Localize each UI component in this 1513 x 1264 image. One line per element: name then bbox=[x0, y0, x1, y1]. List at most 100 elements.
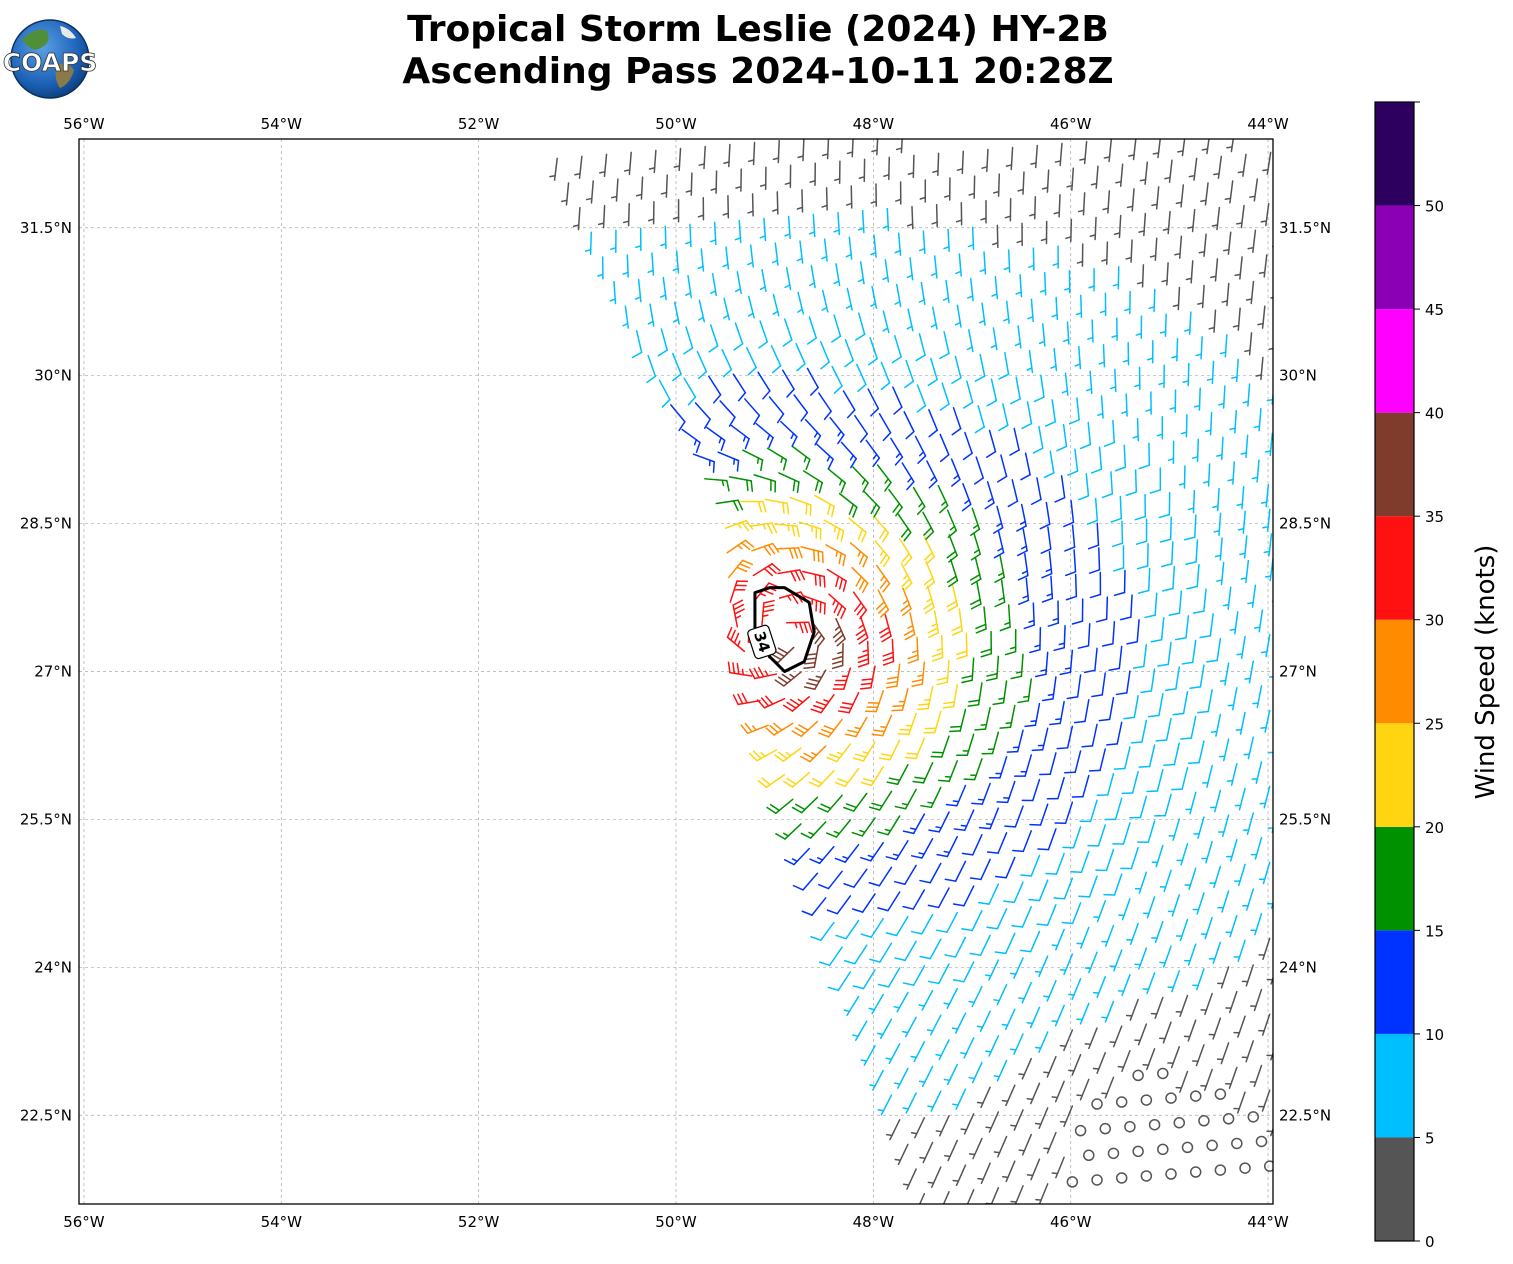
wind-barb bbox=[1003, 249, 1011, 273]
barb-full bbox=[807, 621, 813, 633]
barb-staff bbox=[887, 967, 901, 988]
barb-staff bbox=[1048, 551, 1053, 575]
wind-barb bbox=[1144, 592, 1158, 619]
barb-staff bbox=[1022, 528, 1028, 552]
wind-barb bbox=[1253, 609, 1264, 633]
barb-staff bbox=[966, 733, 975, 757]
wind-barb bbox=[902, 813, 926, 835]
barb-full bbox=[902, 982, 915, 986]
barb-staff bbox=[963, 885, 975, 907]
wind-barb bbox=[1134, 947, 1148, 970]
wind-barb bbox=[1187, 740, 1205, 765]
wind-barb bbox=[698, 299, 706, 323]
barb-half bbox=[1213, 530, 1221, 533]
barb-staff bbox=[988, 883, 1000, 905]
barb-full bbox=[928, 429, 938, 438]
barb-staff bbox=[1274, 331, 1276, 353]
barb-half bbox=[979, 268, 986, 273]
barb-staff bbox=[1002, 680, 1008, 704]
barb-staff bbox=[862, 969, 876, 990]
barb-half bbox=[1020, 545, 1028, 550]
wind-barb bbox=[1149, 467, 1162, 494]
barb-full bbox=[1135, 540, 1148, 545]
barb-half bbox=[803, 456, 807, 463]
barb-staff bbox=[1108, 696, 1115, 721]
barb-staff bbox=[929, 862, 942, 884]
barb-staff bbox=[933, 255, 938, 279]
barb-full bbox=[978, 826, 991, 830]
wind-barb bbox=[1167, 970, 1181, 993]
wind-barb bbox=[1071, 598, 1084, 625]
barb-full bbox=[1012, 849, 1025, 853]
barb-staff bbox=[1137, 1023, 1148, 1046]
barb-staff bbox=[1143, 212, 1147, 237]
barb-half bbox=[742, 435, 747, 442]
barb-full bbox=[961, 852, 974, 856]
wind-barb bbox=[1136, 264, 1145, 288]
wind-barb bbox=[796, 240, 804, 264]
barb-staff bbox=[1122, 822, 1131, 845]
wind-barb bbox=[1108, 645, 1123, 671]
wind-barb bbox=[753, 474, 776, 493]
wind-barb bbox=[708, 375, 722, 404]
wind-barb bbox=[1051, 928, 1065, 951]
wind-barb bbox=[1157, 641, 1172, 667]
barb-full bbox=[737, 499, 744, 511]
barb-staff bbox=[939, 433, 950, 456]
barb-staff bbox=[678, 147, 682, 172]
barb-half bbox=[823, 699, 830, 703]
barb-half bbox=[845, 304, 852, 309]
barb-staff bbox=[1098, 446, 1103, 470]
wind-barb bbox=[1138, 212, 1147, 237]
barb-full bbox=[767, 544, 776, 555]
wind-barb bbox=[994, 579, 1006, 608]
barb-half bbox=[1054, 160, 1062, 163]
wind-barb bbox=[1245, 280, 1255, 305]
wind-barb bbox=[1260, 202, 1270, 227]
barb-half bbox=[766, 434, 771, 441]
wind-barb bbox=[856, 363, 867, 393]
barb-full bbox=[739, 563, 751, 569]
barb-staff bbox=[719, 400, 736, 418]
barb-full bbox=[782, 501, 785, 514]
wind-barb bbox=[1059, 1105, 1074, 1128]
barb-half bbox=[759, 183, 767, 187]
barb-staff bbox=[808, 316, 817, 339]
barb-half bbox=[894, 249, 901, 254]
barb-half bbox=[952, 1179, 960, 1182]
wind-barb bbox=[708, 324, 719, 353]
wind-barb bbox=[1119, 594, 1133, 621]
wind-barb bbox=[1250, 912, 1263, 936]
barb-staff bbox=[1237, 1091, 1246, 1114]
barb-staff bbox=[914, 435, 927, 457]
barb-half bbox=[1195, 353, 1203, 357]
barb-full bbox=[722, 368, 733, 378]
barb-staff bbox=[1038, 1031, 1049, 1053]
barb-full bbox=[838, 552, 843, 565]
wind-barb bbox=[952, 1164, 967, 1187]
barb-half bbox=[1134, 384, 1141, 388]
wind-barb bbox=[893, 991, 909, 1013]
wind-barb bbox=[960, 1037, 975, 1059]
wind-barb bbox=[1223, 231, 1232, 255]
barb-full bbox=[1101, 493, 1114, 499]
wind-barb bbox=[867, 337, 878, 366]
barb-full bbox=[844, 733, 857, 738]
barb-half bbox=[987, 497, 994, 503]
wind-barb bbox=[1180, 715, 1197, 740]
barb-staff bbox=[1272, 753, 1273, 758]
barb-staff bbox=[802, 872, 819, 891]
barb-staff bbox=[1255, 761, 1263, 784]
barb-half bbox=[943, 194, 951, 198]
wind-barb bbox=[1120, 846, 1139, 870]
barb-staff bbox=[1247, 736, 1255, 760]
barb-half bbox=[1159, 330, 1167, 334]
wind-barb bbox=[1040, 526, 1052, 554]
wind-barb bbox=[1140, 1094, 1153, 1106]
wind-barb bbox=[885, 1043, 901, 1064]
barb-staff bbox=[1245, 964, 1255, 987]
barb-staff bbox=[1087, 421, 1092, 446]
wind-barb bbox=[1053, 194, 1061, 218]
barb-staff bbox=[1110, 471, 1114, 495]
barb-half bbox=[862, 751, 869, 754]
